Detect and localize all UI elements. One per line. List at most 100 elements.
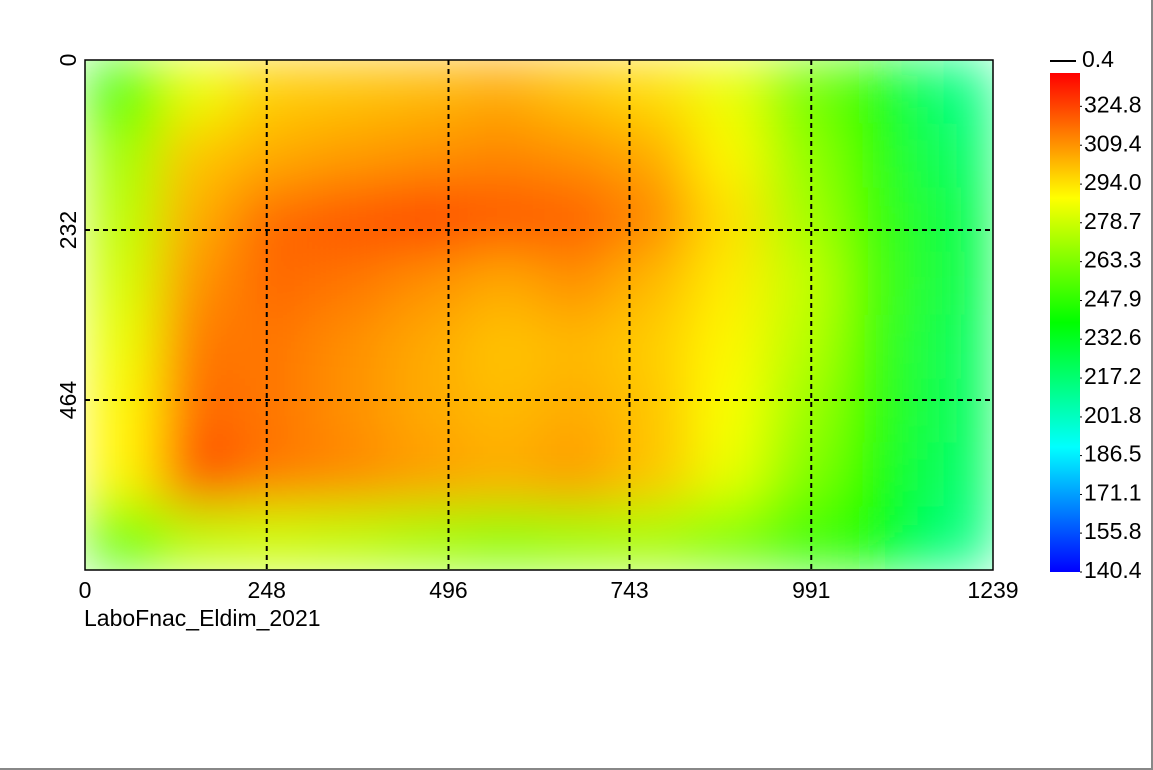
heat-cell bbox=[312, 251, 389, 316]
heat-cell bbox=[917, 187, 993, 252]
x-tick-label: 743 bbox=[610, 577, 648, 603]
heat-cell bbox=[539, 506, 616, 570]
heat-cell bbox=[690, 378, 767, 443]
heat-cell bbox=[766, 442, 843, 507]
heat-cell bbox=[841, 378, 918, 443]
colorbar-tick-label: 201.8 bbox=[1084, 402, 1142, 428]
heat-cell bbox=[236, 378, 313, 443]
x-tick-label: 248 bbox=[248, 577, 286, 603]
heat-cell bbox=[614, 187, 691, 252]
heat-cell bbox=[463, 251, 540, 316]
heat-cell bbox=[312, 315, 389, 380]
heat-cell bbox=[236, 442, 313, 507]
colorbar-tick-label: 324.8 bbox=[1084, 91, 1142, 117]
heat-cell bbox=[841, 60, 918, 125]
heat-cell bbox=[160, 251, 237, 316]
heat-cell bbox=[463, 506, 540, 570]
heat-cell bbox=[236, 315, 313, 380]
y-tick-label: 232 bbox=[55, 211, 81, 249]
colorbar-tick-label: 171.1 bbox=[1084, 480, 1142, 506]
colorbar-tick-label: 232.6 bbox=[1084, 324, 1142, 350]
x-tick-label: 991 bbox=[792, 577, 830, 603]
heat-cell bbox=[539, 60, 616, 125]
heat-cell bbox=[917, 315, 993, 380]
heat-cell bbox=[312, 60, 389, 125]
y-tick-label: 0 bbox=[55, 54, 81, 67]
heat-cell bbox=[463, 315, 540, 380]
heat-cell bbox=[766, 315, 843, 380]
x-tick-label: 1239 bbox=[967, 577, 1018, 603]
heat-cell bbox=[387, 123, 464, 188]
heat-cell bbox=[614, 123, 691, 188]
heat-cell bbox=[236, 123, 313, 188]
heat-cell bbox=[917, 442, 993, 507]
heat-cell bbox=[690, 251, 767, 316]
heat-cell bbox=[85, 123, 162, 188]
heat-cell bbox=[236, 60, 313, 125]
heat-cell bbox=[85, 315, 162, 380]
heat-cell bbox=[387, 251, 464, 316]
heat-cell bbox=[160, 60, 237, 125]
heat-cell bbox=[841, 315, 918, 380]
heat-cell bbox=[160, 123, 237, 188]
heat-cell bbox=[917, 378, 993, 443]
heat-cell bbox=[841, 187, 918, 252]
heat-cell bbox=[690, 187, 767, 252]
heat-cell bbox=[614, 315, 691, 380]
colorbar-tick-label: 278.7 bbox=[1084, 208, 1142, 234]
heat-cell bbox=[539, 251, 616, 316]
heat-cell bbox=[766, 60, 843, 125]
colorbar-tick-label: 140.4 bbox=[1084, 557, 1142, 583]
heat-cell bbox=[85, 442, 162, 507]
heat-cell bbox=[387, 506, 464, 570]
heat-cell bbox=[387, 187, 464, 252]
colorbar bbox=[1050, 73, 1080, 572]
colorbar-tick-label: 247.9 bbox=[1084, 286, 1142, 312]
heat-cell bbox=[841, 506, 918, 570]
heat-cell bbox=[160, 378, 237, 443]
heat-cell bbox=[841, 251, 918, 316]
heat-cell bbox=[766, 123, 843, 188]
heat-cell bbox=[690, 315, 767, 380]
heat-cell bbox=[690, 442, 767, 507]
heat-cell bbox=[236, 187, 313, 252]
heat-cell bbox=[463, 60, 540, 125]
heat-cell bbox=[614, 506, 691, 570]
heat-cell bbox=[841, 442, 918, 507]
heat-cell bbox=[387, 378, 464, 443]
y-tick-label: 464 bbox=[55, 381, 81, 420]
colorbar-tick-label: 155.8 bbox=[1084, 518, 1142, 544]
heat-cell bbox=[236, 251, 313, 316]
heat-cell bbox=[766, 251, 843, 316]
colorbar-tick-label: 186.5 bbox=[1084, 441, 1142, 467]
heat-cell bbox=[539, 378, 616, 443]
heat-cell bbox=[387, 315, 464, 380]
heat-cell bbox=[463, 442, 540, 507]
legend-label: 0.4 bbox=[1082, 46, 1114, 72]
heat-cell bbox=[766, 378, 843, 443]
heat-cell bbox=[690, 60, 767, 125]
heat-cell bbox=[766, 506, 843, 570]
heat-cell bbox=[917, 506, 993, 570]
heat-cell bbox=[312, 123, 389, 188]
heat-cell bbox=[539, 442, 616, 507]
heat-cell bbox=[312, 187, 389, 252]
heat-cell bbox=[312, 442, 389, 507]
heat-cell bbox=[614, 60, 691, 125]
heat-cell bbox=[85, 251, 162, 316]
heat-cells bbox=[85, 60, 993, 570]
heat-cell bbox=[539, 123, 616, 188]
heat-cell bbox=[841, 123, 918, 188]
heat-cell bbox=[766, 187, 843, 252]
colorbar-tick-label: 309.4 bbox=[1084, 130, 1142, 156]
heat-cell bbox=[85, 187, 162, 252]
heat-cell bbox=[160, 315, 237, 380]
colorbar-tick-label: 263.3 bbox=[1084, 247, 1142, 273]
x-tick-label: 0 bbox=[79, 577, 92, 603]
plot-frame bbox=[84, 59, 994, 571]
heat-cell bbox=[85, 506, 162, 570]
colorbar-tick-label: 217.2 bbox=[1084, 363, 1142, 389]
heat-cell bbox=[236, 506, 313, 570]
